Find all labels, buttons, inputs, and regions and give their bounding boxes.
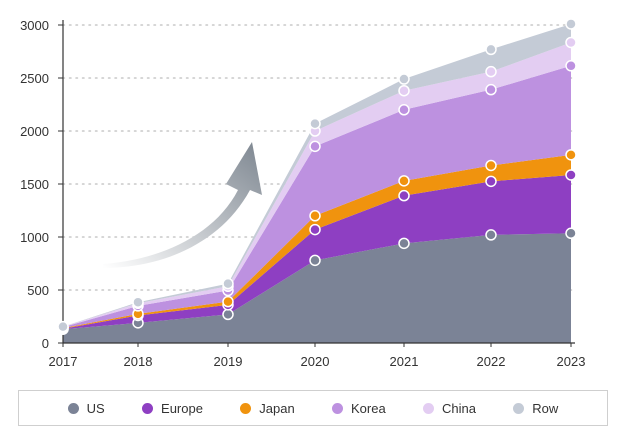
legend-item-europe: Europe (142, 401, 203, 416)
marker-us (222, 308, 234, 321)
legend-item-china: China (423, 401, 476, 416)
axes (58, 20, 575, 347)
legend-item-us: US (67, 400, 105, 416)
y-tick-label: 2500 (20, 71, 49, 86)
x-tick-label: 2020 (301, 354, 330, 369)
legend-swatch (332, 402, 343, 414)
marker-china (565, 36, 577, 49)
tick-labels: 0 500 1000 1500 2000 2500 3000 2017 2018 2019 2020… (20, 18, 585, 369)
legend-label: Japan (259, 400, 295, 416)
marker-row (398, 73, 410, 85)
legend-item-japan: Japan (240, 400, 295, 416)
area-row (63, 23, 571, 327)
grid-lines (62, 24, 576, 291)
x-tick-label: 2021 (390, 354, 419, 369)
legend-label: China (442, 400, 476, 416)
marker-us (309, 254, 321, 267)
legend-swatch (423, 402, 435, 414)
marker-europe (309, 223, 321, 236)
legend-label: Korea (351, 400, 386, 416)
y-tick-label: 500 (27, 283, 49, 298)
x-tick-label: 2023 (557, 354, 586, 369)
area-us (63, 233, 571, 343)
marker-japan (222, 295, 234, 308)
marker-row (57, 320, 69, 333)
y-tick-label: 3000 (20, 18, 49, 33)
marker-row (485, 43, 497, 56)
marker-japan (398, 175, 410, 187)
marker-us (565, 227, 577, 240)
marker-japan (565, 149, 577, 161)
legend-swatch (240, 402, 252, 414)
x-tick-label: 2018 (124, 354, 153, 369)
legend: US Europe Japan Korea China Row (18, 390, 608, 426)
series-areas (63, 23, 571, 343)
marker-japan (309, 210, 321, 222)
marker-row (222, 277, 234, 290)
y-tick-label: 1500 (20, 177, 49, 192)
marker-europe (565, 169, 577, 181)
legend-swatch (513, 402, 525, 414)
marker-china (398, 84, 410, 97)
y-tick-label: 2000 (20, 124, 49, 139)
stacked-area-chart: 0 500 1000 1500 2000 2500 3000 2017 2018 2019 2020… (20, 18, 585, 369)
area-china (63, 42, 571, 328)
legend-label: Europe (161, 400, 203, 416)
legend-item-korea: Korea (332, 401, 386, 416)
marker-us (485, 229, 497, 241)
area-korea (63, 65, 571, 329)
area-europe (63, 174, 571, 330)
legend-item-row: Row (513, 401, 558, 416)
legend-label: US (86, 400, 105, 416)
marker-china (485, 65, 497, 78)
legend-swatch (67, 402, 79, 414)
area-japan (63, 154, 571, 329)
x-tick-label: 2017 (49, 354, 78, 369)
marker-korea (309, 140, 321, 153)
marker-korea (398, 104, 410, 116)
marker-us (398, 237, 410, 250)
y-tick-label: 0 (42, 336, 49, 351)
marker-row (132, 296, 144, 308)
x-tick-label: 2019 (214, 354, 243, 369)
marker-japan (485, 159, 497, 172)
series-markers (57, 18, 577, 335)
growth-arrow-annotation (103, 142, 262, 268)
marker-row (565, 18, 577, 30)
marker-row (309, 117, 321, 130)
x-tick-label: 2022 (477, 354, 506, 369)
legend-swatch (142, 402, 154, 414)
marker-europe (485, 175, 497, 188)
y-tick-label: 1000 (20, 230, 49, 245)
marker-korea (485, 83, 497, 96)
marker-europe (398, 189, 410, 202)
legend-label: Row (532, 400, 559, 416)
marker-korea (565, 60, 577, 72)
